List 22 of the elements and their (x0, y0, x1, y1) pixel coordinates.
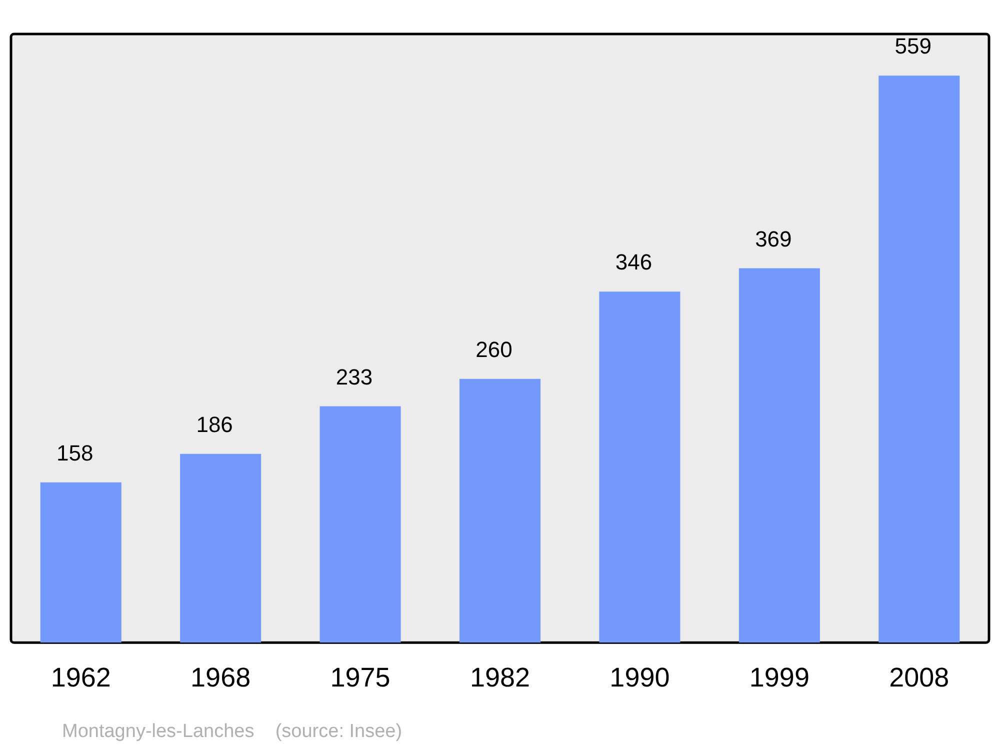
bar (40, 482, 122, 643)
bar (320, 406, 401, 643)
x-tick-label: 1968 (190, 662, 251, 692)
bar (459, 378, 541, 643)
bar (180, 454, 262, 643)
data-label: 158 (56, 440, 94, 466)
x-tick-label: 1962 (50, 662, 111, 692)
bar (738, 268, 820, 643)
data-label: 346 (615, 250, 652, 275)
data-label: 260 (476, 336, 512, 362)
text: Montagny-les-Lanches (source: Insee) (62, 721, 402, 742)
x-tick-label: 1999 (749, 662, 810, 692)
data-label: 559 (894, 34, 932, 59)
data-label: 233 (336, 364, 373, 390)
x-tick-label: 1982 (470, 662, 530, 692)
x-tick-label: 2008 (889, 662, 950, 692)
x-tick-label: 1990 (610, 662, 670, 692)
bar (878, 76, 960, 643)
bar (599, 292, 680, 643)
x-tick-label: 1975 (330, 662, 390, 692)
data-label: 186 (196, 412, 233, 437)
data-label: 369 (755, 226, 792, 252)
